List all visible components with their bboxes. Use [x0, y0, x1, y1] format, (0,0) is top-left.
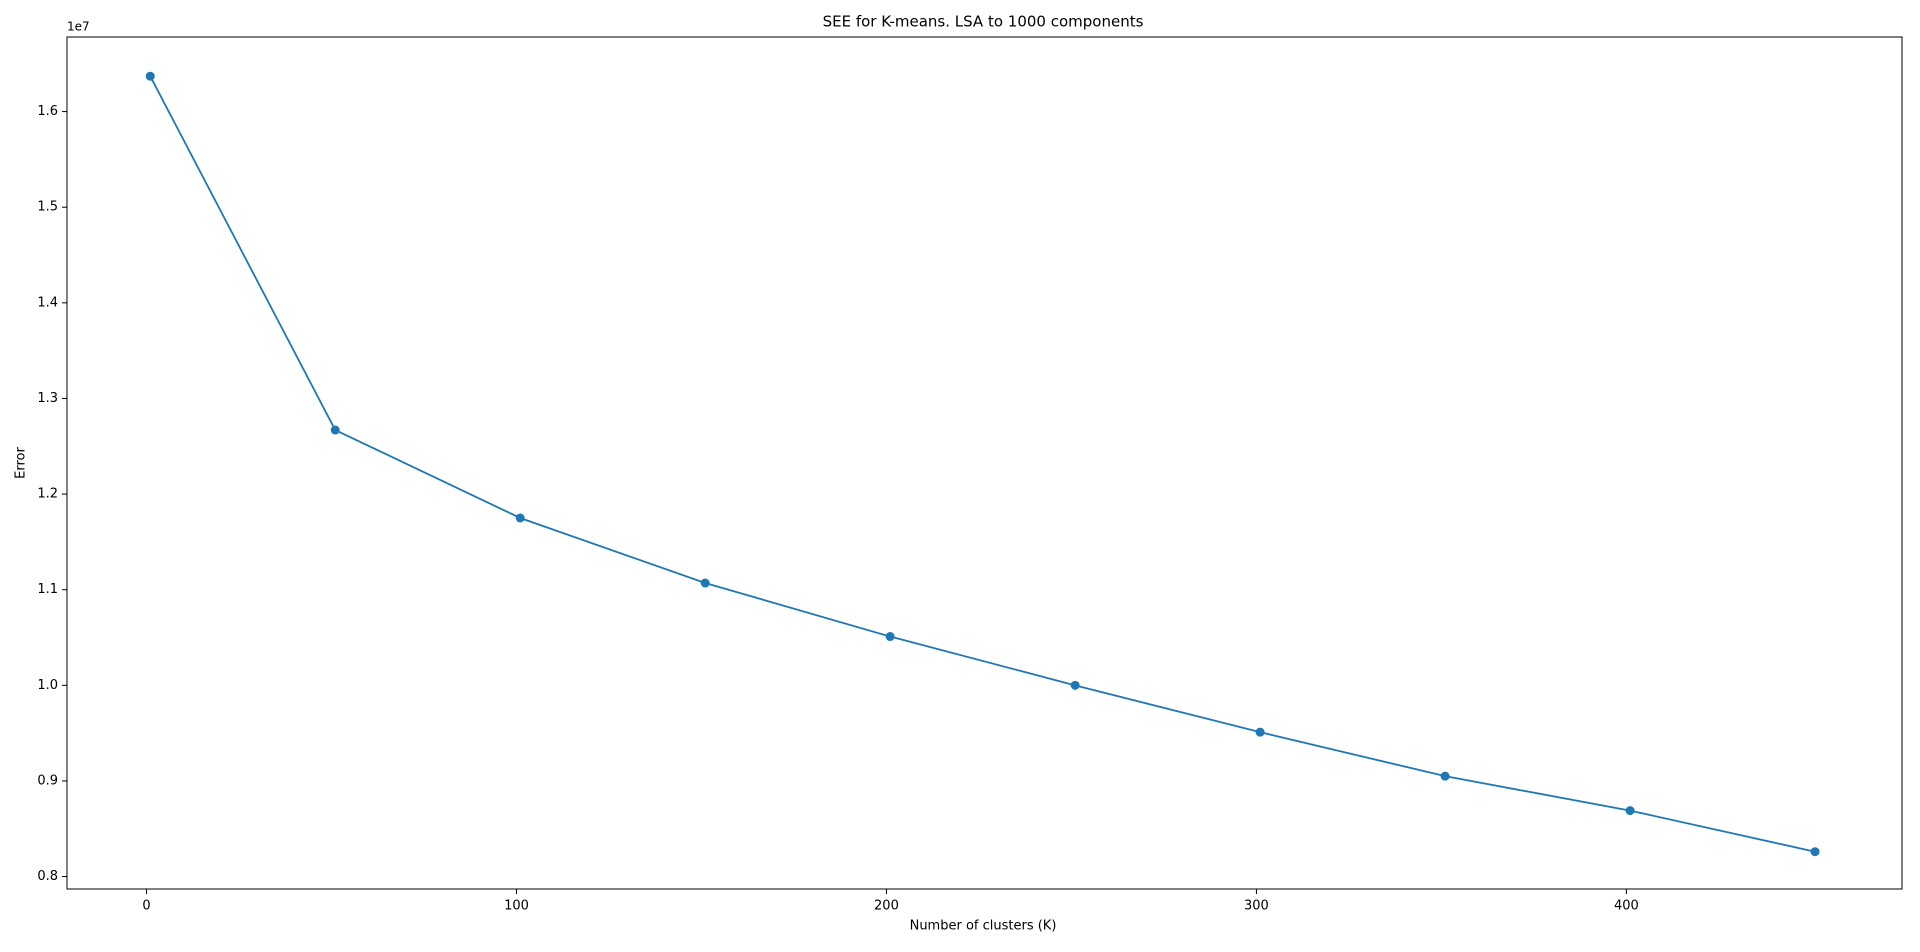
data-point — [1440, 771, 1450, 781]
x-tick-label: 300 — [1244, 899, 1269, 914]
data-point — [885, 632, 895, 642]
y-tick-label: 1.1 — [37, 582, 58, 597]
y-offset-label: 1e7 — [67, 20, 90, 34]
data-point — [700, 578, 710, 588]
y-tick-label: 0.8 — [37, 869, 58, 884]
y-tick-label: 1.2 — [37, 487, 58, 502]
y-tick-label: 0.9 — [37, 773, 58, 788]
y-tick-label: 1.6 — [37, 104, 58, 119]
y-tick-label: 1.5 — [37, 200, 58, 215]
data-point — [145, 71, 155, 81]
y-tick-label: 1.3 — [37, 391, 58, 406]
data-point — [330, 425, 340, 435]
data-point — [515, 513, 525, 523]
x-tick-label: 100 — [504, 899, 529, 914]
chart-title: SEE for K-means. LSA to 1000 components — [823, 13, 1144, 31]
y-axis-label: Error — [14, 447, 29, 479]
plot-frame — [66, 36, 1903, 890]
data-point — [1625, 806, 1635, 816]
data-point — [1255, 727, 1265, 737]
x-axis-label: Number of clusters (K) — [910, 919, 1057, 934]
x-tick-label: 400 — [1614, 899, 1639, 914]
x-tick-label: 200 — [874, 899, 899, 914]
data-point — [1810, 847, 1820, 857]
data-line — [149, 75, 1816, 853]
y-tick-label: 1.4 — [37, 295, 58, 310]
data-point — [1070, 680, 1080, 690]
y-tick-label: 1.0 — [37, 678, 58, 693]
x-tick-label: 0 — [142, 899, 150, 914]
